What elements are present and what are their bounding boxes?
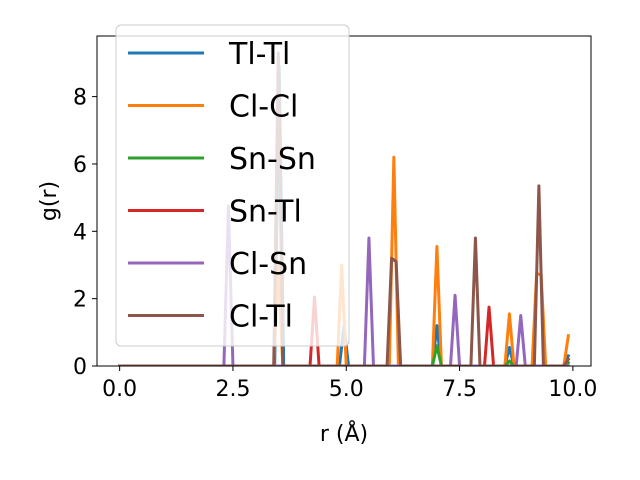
x-tick-label: 2.5 bbox=[215, 377, 250, 402]
x-tick-label: 0.0 bbox=[102, 377, 137, 402]
legend-label-cl-sn: Cl-Sn bbox=[229, 247, 307, 282]
x-tick-label: 5.0 bbox=[329, 377, 364, 402]
legend-label-cl-cl: Cl-Cl bbox=[229, 90, 298, 125]
x-axis-label: r (Å) bbox=[320, 420, 368, 447]
legend-label-sn-tl: Sn-Tl bbox=[229, 195, 302, 230]
y-axis-label: g(r) bbox=[37, 181, 62, 221]
legend-label-tl-tl: Tl-Tl bbox=[228, 37, 290, 72]
x-tick-label: 7.5 bbox=[442, 377, 477, 402]
legend: Tl-Tl Cl-Cl Sn-Sn Sn-Tl Cl-Sn Cl-Tl bbox=[115, 24, 350, 347]
series-line-cl-cl bbox=[118, 155, 571, 366]
tick-layer: 0.0 2.5 5.0 7.5 10.0 0 2 4 6 8 bbox=[73, 86, 597, 402]
series-line-sn-sn bbox=[118, 344, 571, 366]
y-tick-label: 2 bbox=[73, 288, 87, 313]
legend-box bbox=[115, 24, 350, 347]
y-tick-label: 8 bbox=[73, 86, 87, 111]
y-tick-label: 6 bbox=[73, 153, 87, 178]
x-tick-label: 10.0 bbox=[548, 377, 597, 402]
legend-label-cl-tl: Cl-Tl bbox=[229, 300, 293, 335]
y-tick-label: 4 bbox=[73, 220, 87, 245]
y-tick-label: 0 bbox=[73, 355, 87, 380]
legend-label-sn-sn: Sn-Sn bbox=[229, 142, 316, 177]
